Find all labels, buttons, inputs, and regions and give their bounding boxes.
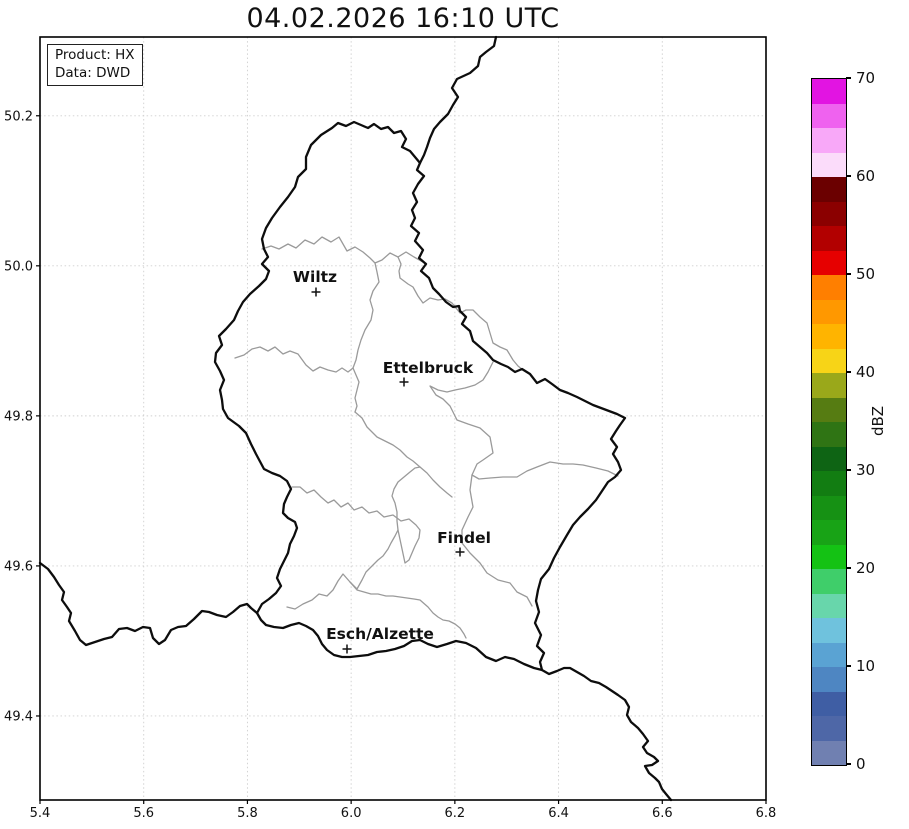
y-tick-label: 49.4 <box>4 709 33 724</box>
district-border <box>354 411 453 498</box>
colorbar-segment <box>812 372 846 398</box>
city-marker <box>399 377 409 387</box>
colorbar-tick-mark <box>846 763 851 765</box>
colorbar-segment <box>812 201 846 226</box>
district-border <box>234 346 354 373</box>
neighbor-country-border <box>418 35 498 165</box>
colorbar-segment <box>812 740 846 765</box>
colorbar-tick-label: 10 <box>856 656 876 675</box>
colorbar-tick-mark <box>846 567 851 569</box>
x-tick-label: 6.2 <box>445 806 466 821</box>
colorbar-tick-mark <box>846 273 851 275</box>
colorbar-segment <box>812 103 846 128</box>
x-tick-label: 6.4 <box>548 806 569 821</box>
colorbar-segment <box>812 323 846 349</box>
figure-title: 04.02.2026 16:10 UTC <box>246 3 560 34</box>
colorbar-axis-label: dBZ <box>869 405 887 437</box>
colorbar-tick-mark <box>846 469 851 471</box>
y-tick-label: 49.6 <box>4 559 33 574</box>
neighbor-country-border <box>540 666 673 802</box>
colorbar-segment <box>812 691 846 716</box>
x-tick-label: 6.8 <box>756 806 777 821</box>
city-label: Wiltz <box>293 268 337 286</box>
district-border <box>352 262 380 413</box>
colorbar-segment <box>812 544 846 569</box>
colorbar-tick-label: 70 <box>856 68 876 87</box>
x-tick-label: 5.4 <box>30 806 51 821</box>
colorbar-segment <box>812 176 846 202</box>
data-source-line: Data: DWD <box>55 64 131 81</box>
colorbar-tick-mark <box>846 371 851 373</box>
district-border <box>397 256 531 375</box>
colorbar-segment <box>812 225 846 251</box>
city-marker <box>342 644 352 654</box>
y-tick-label: 50.0 <box>4 259 33 274</box>
colorbar-segment <box>812 642 846 667</box>
x-tick-label: 5.8 <box>237 806 258 821</box>
city-marker <box>455 547 465 557</box>
colorbar-segment <box>812 519 846 545</box>
colorbar-segment <box>812 470 846 496</box>
country-border-luxembourg <box>213 120 627 672</box>
colorbar-segment <box>812 78 846 104</box>
y-tick-label: 50.2 <box>4 109 33 124</box>
colorbar-segment <box>812 299 846 324</box>
product-annotation-box: Product: HX Data: DWD <box>47 44 143 87</box>
colorbar-segment <box>812 274 846 300</box>
colorbar-tick-label: 30 <box>856 460 876 479</box>
colorbar-tick-mark <box>846 175 851 177</box>
x-tick-label: 6.6 <box>652 806 673 821</box>
colorbar-segment <box>812 593 846 618</box>
colorbar-segment <box>812 421 846 447</box>
y-tick-label: 49.8 <box>4 409 33 424</box>
district-border <box>261 236 424 264</box>
product-line: Product: HX <box>55 47 135 63</box>
colorbar-tick-label: 0 <box>856 754 866 773</box>
colorbar-tick-label: 60 <box>856 166 876 185</box>
colorbar <box>811 78 847 766</box>
x-tick-label: 6.0 <box>341 806 362 821</box>
x-tick-label: 5.6 <box>133 806 154 821</box>
district-border <box>461 474 533 607</box>
colorbar-tick-label: 40 <box>856 362 876 381</box>
colorbar-tick-label: 50 <box>856 264 876 283</box>
district-border <box>291 486 421 564</box>
neighbor-country-border <box>38 561 259 647</box>
colorbar-segment <box>812 127 846 153</box>
city-label: Findel <box>437 529 491 547</box>
colorbar-segment <box>812 495 846 520</box>
colorbar-segment <box>812 446 846 471</box>
colorbar-segment <box>812 152 846 177</box>
colorbar-segment <box>812 250 846 275</box>
colorbar-segment <box>812 617 846 643</box>
city-label: Ettelbruck <box>383 359 474 377</box>
colorbar-segment <box>812 568 846 594</box>
district-border <box>286 466 421 610</box>
district-border <box>429 361 619 480</box>
city-marker <box>311 287 321 297</box>
colorbar-segment <box>812 348 846 373</box>
colorbar-segment <box>812 715 846 741</box>
colorbar-tick-mark <box>846 77 851 79</box>
colorbar-tick-mark <box>846 665 851 667</box>
colorbar-tick-label: 20 <box>856 558 876 577</box>
district-border <box>349 581 467 639</box>
city-label: Esch/Alzette <box>326 625 434 643</box>
colorbar-segment <box>812 397 846 422</box>
plot-frame <box>39 36 767 801</box>
colorbar-segment <box>812 666 846 692</box>
